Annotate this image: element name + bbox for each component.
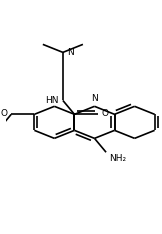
Text: HN: HN xyxy=(45,96,58,105)
Text: O: O xyxy=(102,109,109,117)
Text: NH₂: NH₂ xyxy=(109,154,126,163)
Text: N: N xyxy=(91,94,98,103)
Text: O: O xyxy=(0,109,7,117)
Text: N: N xyxy=(67,48,74,57)
